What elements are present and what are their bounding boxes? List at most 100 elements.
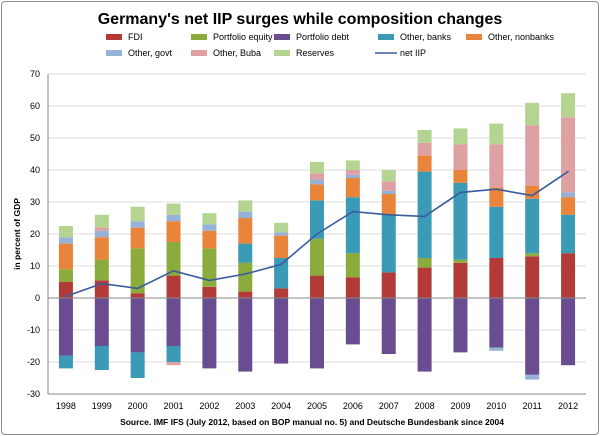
net-iip-point-2003 <box>244 273 247 275</box>
bar-fdi-2002 <box>202 286 217 298</box>
bar-other-govt-2000 <box>130 221 145 228</box>
legend-label: Other, govt <box>128 48 173 58</box>
net-iip-point-2004 <box>280 263 282 266</box>
y-tick-label: 50 <box>30 133 40 143</box>
net-iip-point-2001 <box>172 270 175 272</box>
bar-other-govt-2005 <box>310 179 324 185</box>
bar-fdi-2000 <box>130 293 145 298</box>
net-iip-point-1999 <box>101 282 103 285</box>
x-tick-label: 2004 <box>271 401 291 411</box>
bar-other-nonbanks-2010 <box>489 187 504 207</box>
legend-label: net IIP <box>400 48 426 58</box>
bar-other-govt-2002 <box>202 224 217 231</box>
y-tick-label: 30 <box>30 197 40 207</box>
legend-label: Portfolio equity <box>213 32 273 42</box>
net-iip-point-2011 <box>531 194 533 197</box>
bar-portfolio-debt-1998 <box>58 298 73 356</box>
bar-other-banks-2006 <box>345 197 360 254</box>
y-tick-label: 60 <box>30 101 40 111</box>
bar-portfolio-equity-2009 <box>453 259 468 263</box>
bar-reserves-2002 <box>202 213 217 225</box>
bar-fdi-2005 <box>310 275 324 298</box>
bar-portfolio-equity-2008 <box>417 258 432 268</box>
bar-portfolio-debt-2004 <box>274 298 289 364</box>
bar-portfolio-debt-2001 <box>166 298 181 346</box>
legend-label: FDI <box>128 32 143 42</box>
bar-portfolio-debt-1999 <box>94 298 109 346</box>
bar-other-banks-1999 <box>94 346 109 370</box>
bar-other-buba-2005 <box>310 173 324 180</box>
bar-reserves-2000 <box>130 206 145 222</box>
bar-portfolio-equity-2005 <box>310 238 324 276</box>
x-tick-label: 2010 <box>486 401 506 411</box>
net-iip-point-2006 <box>352 210 354 213</box>
source-note: Source. IMF IFS (July 2012, based on BOP… <box>120 417 504 427</box>
legend-label: Other, banks <box>400 32 452 42</box>
bar-other-nonbanks-2009 <box>453 170 468 183</box>
bar-other-govt-2006 <box>345 174 360 178</box>
legend-label: Portfolio debt <box>296 32 350 42</box>
x-tick-label: 1999 <box>92 401 112 411</box>
bar-portfolio-debt-2008 <box>417 298 432 372</box>
bar-other-govt-1999 <box>94 230 109 238</box>
net-iip-point-2000 <box>136 287 139 290</box>
bar-other-banks-2009 <box>453 182 468 260</box>
bar-other-banks-2007 <box>381 214 396 273</box>
bar-portfolio-debt-2002 <box>202 298 217 369</box>
bar-reserves-2009 <box>453 128 468 145</box>
net-iip-point-2009 <box>459 191 462 194</box>
bar-other-buba-1999 <box>94 227 109 231</box>
bar-other-banks-1998 <box>58 355 73 369</box>
bar-portfolio-debt-2006 <box>345 298 360 345</box>
bar-reserves-2007 <box>381 170 396 182</box>
bar-portfolio-equity-1998 <box>58 269 73 282</box>
x-tick-label: 2008 <box>415 401 435 411</box>
bar-other-banks-2003 <box>238 243 253 263</box>
legend-label: Other, nonbanks <box>488 32 555 42</box>
bar-other-banks-2010 <box>489 206 504 258</box>
net-iip-point-2008 <box>423 215 426 218</box>
bar-fdi-2007 <box>381 272 396 298</box>
legend-swatch <box>274 34 290 40</box>
bar-portfolio-debt-2009 <box>453 298 468 353</box>
bar-other-govt-2010 <box>489 347 504 351</box>
bar-fdi-2003 <box>238 291 253 298</box>
bar-other-banks-2008 <box>417 171 432 258</box>
legend-swatch <box>106 34 122 40</box>
bar-portfolio-equity-2011 <box>525 253 540 257</box>
legend-swatch <box>274 50 290 56</box>
bar-fdi-2004 <box>274 288 289 298</box>
legend-swatch <box>466 34 482 40</box>
bar-portfolio-debt-2010 <box>489 298 504 348</box>
bar-other-nonbanks-2006 <box>345 178 360 198</box>
bar-fdi-2008 <box>417 267 432 298</box>
y-tick-label: -10 <box>27 325 40 335</box>
x-tick-label: 2011 <box>523 401 542 411</box>
bar-other-buba-2001 <box>166 362 181 366</box>
y-tick-label: 70 <box>30 69 40 79</box>
net-iip-point-2010 <box>495 188 498 190</box>
net-iip-point-1998 <box>65 295 67 298</box>
bar-portfolio-equity-1999 <box>94 259 109 281</box>
bar-fdi-2009 <box>453 262 468 298</box>
bar-fdi-2006 <box>345 277 360 298</box>
bar-portfolio-debt-2003 <box>238 298 253 372</box>
bar-other-banks-2012 <box>561 214 576 254</box>
net-iip-point-2007 <box>387 214 390 216</box>
x-tick-label: 2006 <box>343 401 363 411</box>
legend-swatch <box>191 50 207 56</box>
bar-other-buba-2009 <box>453 144 468 170</box>
bar-fdi-2011 <box>525 256 540 298</box>
net-iip-line <box>65 170 569 298</box>
net-iip-point-2012 <box>567 170 569 173</box>
bar-other-nonbanks-2012 <box>561 197 576 215</box>
legend-swatch <box>378 34 394 40</box>
bars <box>58 93 576 380</box>
y-tick-label: -30 <box>27 389 40 399</box>
legend: FDI Portfolio equity Portfolio debt Other, … <box>106 32 555 58</box>
y-axis-title: in percent of GDP <box>12 198 22 270</box>
bar-other-govt-2003 <box>238 211 253 218</box>
bar-fdi-1998 <box>58 282 73 298</box>
bar-other-banks-2000 <box>130 352 145 378</box>
chart-title: Germany's net IIP surges while compositi… <box>98 11 503 28</box>
